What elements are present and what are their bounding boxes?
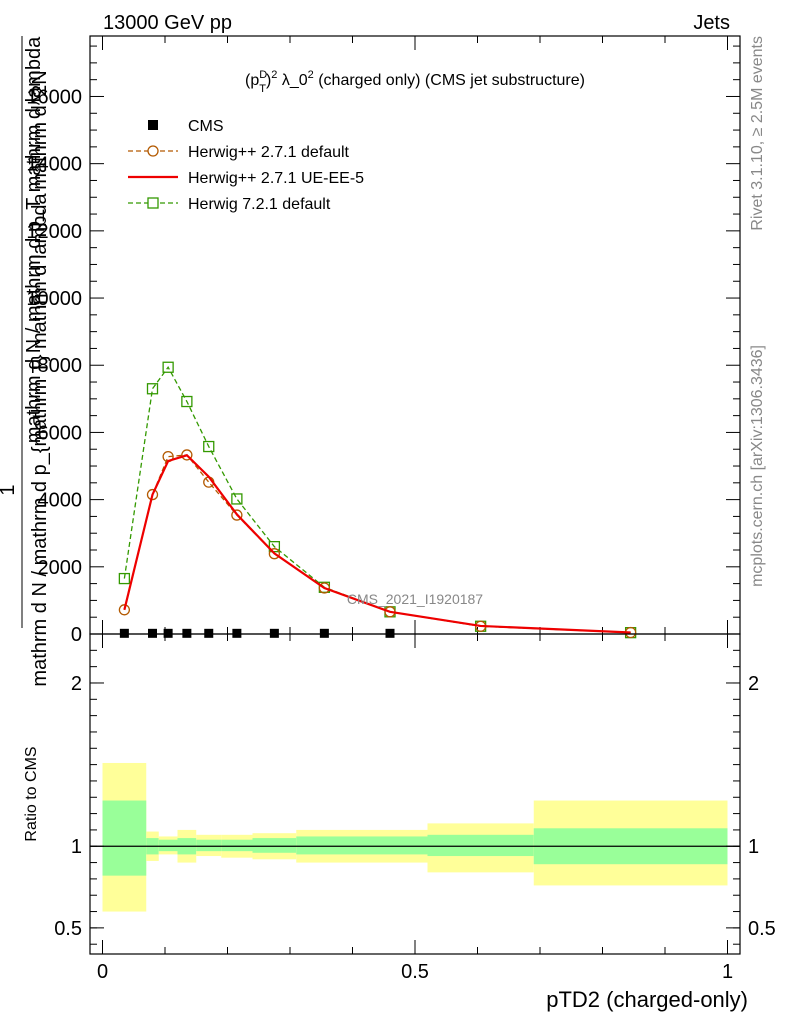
energy-label: 13000 GeV pp <box>103 12 232 34</box>
ratio-plot-frame <box>89 633 741 955</box>
main-ytick-label: 12000 <box>26 221 82 243</box>
legend-label-3: Herwig 7.2.1 default <box>188 196 331 213</box>
main-plot-series <box>118 361 637 639</box>
marker-circle <box>231 509 243 521</box>
ratio-ytick-label: 1 <box>71 836 82 858</box>
ratio-xtick-label: 0.5 <box>401 961 429 983</box>
legend-marker-circle <box>147 145 159 157</box>
ratio-xtick-label: 1 <box>722 961 733 983</box>
ratio-band-inner <box>221 839 253 852</box>
x-axis-label: pTD2 (charged-only) <box>546 987 748 1012</box>
mcplots-label: mcplots.cern.ch [arXiv:1306.3436] <box>749 345 766 587</box>
marker-square <box>118 572 131 585</box>
main-ytick-label: 8000 <box>38 355 83 377</box>
analysis-watermark: CMS_2021_I1920187 <box>347 591 483 607</box>
marker-circle <box>181 449 193 461</box>
ratio-ylabel: Ratio to CMS <box>23 746 40 841</box>
cms-data-point <box>232 628 242 638</box>
main-ylabel-top: mathrm d^2N <box>29 70 51 189</box>
series-line-2 <box>123 454 631 634</box>
marker-circle <box>318 582 331 594</box>
marker-square <box>231 493 243 505</box>
main-ytick-label: 4000 <box>38 490 83 512</box>
ratio-band-inner <box>296 836 353 855</box>
ratio-ytick-label-right: 1 <box>748 836 759 858</box>
main-ytick-label: 0 <box>71 624 82 646</box>
legend-marker-cms <box>148 120 158 130</box>
marker-square <box>181 395 193 408</box>
cms-data-point <box>385 628 395 638</box>
marker-circle <box>118 604 131 616</box>
rivet-label: Rivet 3.1.10, ≥ 2.5M events <box>749 36 766 231</box>
main-ytick-label: 2000 <box>38 557 83 579</box>
marker-square <box>203 440 215 453</box>
marker-circle <box>268 548 281 560</box>
ratio-ytick-label-right: 0.5 <box>748 918 776 940</box>
ratio-ytick-label: 0.5 <box>54 918 82 940</box>
main-plot-axes: 0 2000 4000 6000 8000 10000 12000 14000 16000 <box>26 36 740 646</box>
marker-square <box>162 361 174 373</box>
ratio-xtick-label: 0 <box>97 961 108 983</box>
ratio-ytick-label: 2 <box>71 673 82 695</box>
ratio-ytick-label-right: 2 <box>748 673 759 695</box>
main-ytick-label: 14000 <box>26 154 82 176</box>
legend-marker-square <box>147 197 159 209</box>
main-ylabel-overlay: mathrm d N / mathrm d p_T mathrm d lambd… <box>23 36 45 443</box>
main-ytick-label: 16000 <box>26 86 82 108</box>
cms-data-point <box>204 628 214 638</box>
ratio-band-inner <box>252 838 297 853</box>
marker-circle <box>146 488 159 501</box>
cms-data-point <box>148 628 157 638</box>
ratio-bands <box>90 762 740 912</box>
ratio-band-inner <box>102 800 147 876</box>
ratio-plot-axes: 0.5 0.5 1 1 2 2 0 0.5 1 <box>54 634 776 983</box>
cms-data-point <box>269 628 279 638</box>
ratio-band-inner <box>352 836 428 855</box>
cms-data-point <box>319 628 329 638</box>
legend-label-1: Herwig++ 2.7.1 default <box>188 144 350 161</box>
main-ylabel-one: 1 <box>0 484 19 495</box>
main-ylabel-bottom: mathrm d N / mathrm d p_{mathrm T} mathr… <box>29 193 51 687</box>
main-ytick-label: 6000 <box>38 422 83 444</box>
ratio-band-inner <box>427 834 534 857</box>
cms-data-point <box>182 628 192 638</box>
legend: CMS Herwig++ 2.7.1 default Herwig++ 2.7.1 … <box>128 118 364 213</box>
legend-label-0: CMS <box>188 118 224 135</box>
marker-square <box>146 383 159 395</box>
process-label: Jets <box>693 12 730 34</box>
main-plot-title: (pD T)2 λ_02 (charged only) (CMS jet subs… <box>245 69 585 95</box>
ratio-band-inner <box>196 839 222 852</box>
cms-data-point <box>163 628 173 638</box>
main-ytick-label: 10000 <box>26 288 82 310</box>
ratio-band-inner <box>158 839 178 852</box>
cms-data-point <box>119 628 129 638</box>
legend-label-2: Herwig++ 2.7.1 UE-EE-5 <box>188 170 364 187</box>
